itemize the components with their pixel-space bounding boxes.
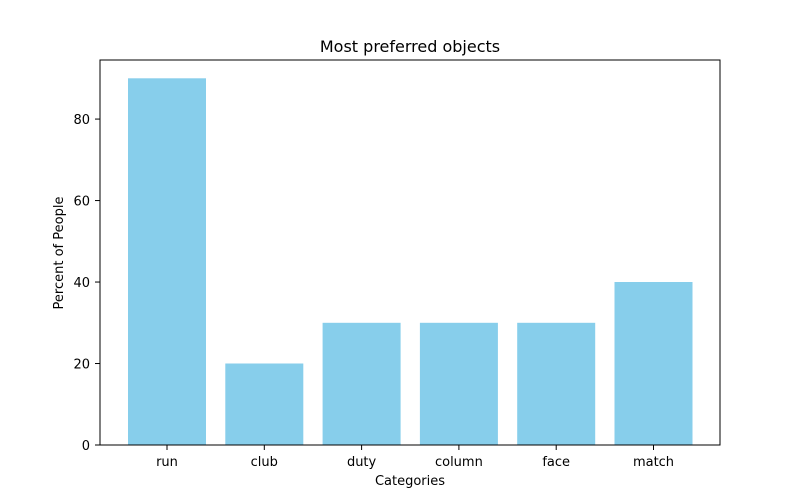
bar-face — [517, 322, 596, 445]
x-axis-label: Categories — [375, 474, 445, 489]
x-tick-label: duty — [347, 455, 377, 470]
x-axis-ticks: run club duty column face match — [156, 445, 674, 470]
bar-column — [419, 322, 498, 445]
x-tick-label: run — [156, 455, 178, 470]
y-axis-label: Percent of People — [52, 197, 67, 310]
y-tick-label: 80 — [73, 113, 90, 128]
y-tick-label: 20 — [73, 358, 90, 373]
bar-club — [225, 363, 304, 445]
chart-title: Most preferred objects — [320, 37, 500, 56]
y-tick-label: 0 — [82, 439, 90, 454]
x-tick-label: face — [542, 455, 570, 470]
x-tick-label: column — [435, 455, 483, 470]
x-tick-label: club — [251, 455, 278, 470]
bar-match — [614, 282, 693, 445]
y-axis-ticks: 0 20 40 60 80 — [73, 113, 100, 454]
plot-area — [128, 78, 693, 446]
y-tick-label: 40 — [73, 276, 90, 291]
x-tick-label: match — [633, 455, 674, 470]
bar-run — [128, 78, 206, 446]
y-tick-label: 60 — [73, 195, 90, 210]
plot-frame — [99, 59, 721, 446]
bar-duty — [322, 322, 401, 445]
